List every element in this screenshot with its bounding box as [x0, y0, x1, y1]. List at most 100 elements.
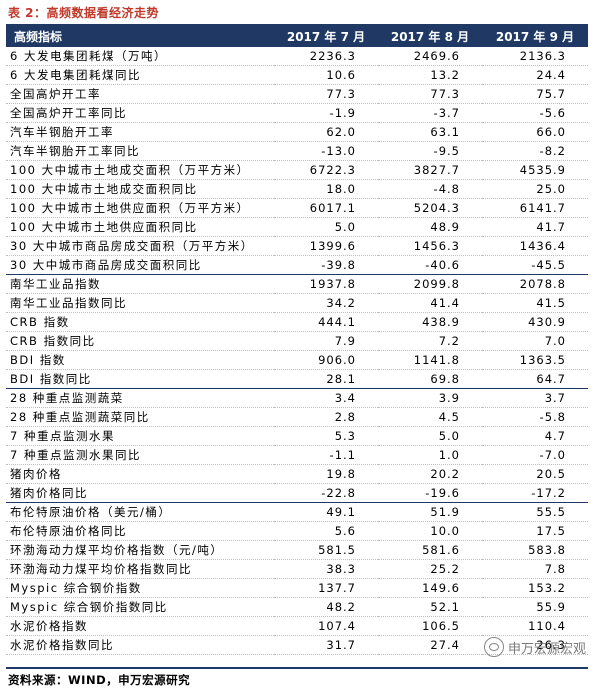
table-row: 环渤海动力煤平均价格指数同比 38.3 25.2 7.8	[6, 559, 588, 579]
indicator-name: Myspic 综合钢价指数同比	[6, 597, 274, 617]
table-row: 7 种重点监测水果 5.3 5.0 4.7	[6, 426, 588, 446]
indicator-name: 30 大中城市商品房成交面积（万平方米）	[6, 236, 274, 256]
table-row: 布伦特原油价格（美元/桶） 49.1 51.9 55.5	[6, 502, 588, 522]
value-sep-2017: 4535.9	[482, 160, 588, 180]
value-aug-2017: 1141.8	[378, 350, 482, 370]
value-jul-2017: 49.1	[274, 502, 378, 522]
value-sep-2017: 583.8	[482, 540, 588, 560]
value-jul-2017: 1937.8	[274, 274, 378, 294]
indicator-name: 南华工业品指数	[6, 274, 274, 294]
table-row: 30 大中城市商品房成交面积（万平方米） 1399.6 1456.3 1436.4	[6, 236, 588, 256]
indicator-name: 南华工业品指数同比	[6, 293, 274, 313]
table-row: 汽车半钢胎开工率同比 -13.0 -9.5 -8.2	[6, 141, 588, 161]
table-row: 环渤海动力煤平均价格指数（元/吨） 581.5 581.6 583.8	[6, 540, 588, 560]
value-jul-2017: 34.2	[274, 293, 378, 313]
table-row: 南华工业品指数同比 34.2 41.4 41.5	[6, 293, 588, 313]
value-aug-2017: 13.2	[378, 65, 482, 85]
indicator-name: 100 大中城市土地供应面积（万平方米）	[6, 198, 274, 218]
value-jul-2017: 28.1	[274, 369, 378, 389]
indicator-name: 环渤海动力煤平均价格指数（元/吨）	[6, 540, 274, 560]
value-sep-2017: -45.5	[482, 255, 588, 275]
indicator-name: 全国高炉开工率	[6, 84, 274, 104]
value-jul-2017: 7.9	[274, 331, 378, 351]
indicator-name: 7 种重点监测水果同比	[6, 445, 274, 465]
header-aug-2017: 2017 年 8 月	[378, 26, 482, 47]
value-aug-2017: 5.0	[378, 426, 482, 446]
value-jul-2017: 19.8	[274, 464, 378, 484]
indicator-name: 猪肉价格同比	[6, 483, 274, 503]
value-jul-2017: -13.0	[274, 141, 378, 161]
value-sep-2017: 1363.5	[482, 350, 588, 370]
table-row: 汽车半钢胎开工率 62.0 63.1 66.0	[6, 122, 588, 142]
table-row: 6 大发电集团耗煤（万吨） 2236.3 2469.6 2136.3	[6, 47, 588, 66]
value-sep-2017: 4.7	[482, 426, 588, 446]
table-row: 布伦特原油价格同比 5.6 10.0 17.5	[6, 521, 588, 541]
value-jul-2017: 3.4	[274, 388, 378, 408]
value-sep-2017: 7.8	[482, 559, 588, 579]
value-aug-2017: 106.5	[378, 616, 482, 636]
indicator-name: BDI 指数同比	[6, 369, 274, 389]
indicator-name: 28 种重点监测蔬菜	[6, 388, 274, 408]
value-aug-2017: 25.2	[378, 559, 482, 579]
indicator-name: 水泥价格指数同比	[6, 635, 274, 655]
value-sep-2017: 26.3	[482, 635, 588, 655]
value-jul-2017: 48.2	[274, 597, 378, 617]
value-aug-2017: 149.6	[378, 578, 482, 598]
watermark: 申万宏源宏观	[483, 637, 586, 657]
value-aug-2017: 41.4	[378, 293, 482, 313]
indicator-name: BDI 指数	[6, 350, 274, 370]
value-aug-2017: 69.8	[378, 369, 482, 389]
value-jul-2017: -39.8	[274, 255, 378, 275]
value-jul-2017: 107.4	[274, 616, 378, 636]
value-sep-2017: 110.4	[482, 616, 588, 636]
value-sep-2017: 7.0	[482, 331, 588, 351]
value-sep-2017: 25.0	[482, 179, 588, 199]
value-jul-2017: 5.6	[274, 521, 378, 541]
value-jul-2017: -1.9	[274, 103, 378, 123]
indicator-name: Myspic 综合钢价指数	[6, 578, 274, 598]
value-aug-2017: 1456.3	[378, 236, 482, 256]
indicator-name: CRB 指数同比	[6, 331, 274, 351]
value-sep-2017: 430.9	[482, 312, 588, 332]
value-aug-2017: 3.9	[378, 388, 482, 408]
value-jul-2017: 10.6	[274, 65, 378, 85]
value-aug-2017: 2469.6	[378, 47, 482, 66]
value-aug-2017: 4.5	[378, 407, 482, 427]
indicator-name: 100 大中城市土地成交面积同比	[6, 179, 274, 199]
indicator-name: 6 大发电集团耗煤（万吨）	[6, 47, 274, 66]
value-jul-2017: 137.7	[274, 578, 378, 598]
indicator-name: 28 种重点监测蔬菜同比	[6, 407, 274, 427]
table-row: 全国高炉开工率同比 -1.9 -3.7 -5.6	[6, 103, 588, 123]
value-aug-2017: 10.0	[378, 521, 482, 541]
table-row: 南华工业品指数 1937.8 2099.8 2078.8	[6, 274, 588, 294]
value-aug-2017: 581.6	[378, 540, 482, 560]
value-jul-2017: 6722.3	[274, 160, 378, 180]
source-note: 资料来源：WIND，申万宏源研究	[8, 673, 191, 687]
value-aug-2017: 2099.8	[378, 274, 482, 294]
table-caption: 表 2：高频数据看经济走势	[8, 6, 160, 20]
table-row: 水泥价格指数同比 31.7 27.4 26.3	[6, 635, 588, 655]
value-jul-2017: 77.3	[274, 84, 378, 104]
value-sep-2017: -7.0	[482, 445, 588, 465]
table-row: 28 种重点监测蔬菜同比 2.8 4.5 -5.8	[6, 407, 588, 427]
value-aug-2017: -19.6	[378, 483, 482, 503]
indicator-name: 100 大中城市土地成交面积（万平方米）	[6, 160, 274, 180]
value-aug-2017: -40.6	[378, 255, 482, 275]
value-sep-2017: 2078.8	[482, 274, 588, 294]
value-sep-2017: 55.5	[482, 502, 588, 522]
value-aug-2017: 3827.7	[378, 160, 482, 180]
value-jul-2017: 2236.3	[274, 47, 378, 66]
value-sep-2017: 66.0	[482, 122, 588, 142]
header-jul-2017: 2017 年 7 月	[274, 26, 378, 47]
bottom-rule	[6, 667, 588, 669]
value-sep-2017: 1436.4	[482, 236, 588, 256]
table-row: 6 大发电集团耗煤同比 10.6 13.2 24.4	[6, 65, 588, 85]
table-row: 100 大中城市土地供应面积同比 5.0 48.9 41.7	[6, 217, 588, 237]
value-sep-2017: 153.2	[482, 578, 588, 598]
indicator-name: 100 大中城市土地供应面积同比	[6, 217, 274, 237]
indicator-name: 布伦特原油价格同比	[6, 521, 274, 541]
value-sep-2017: -5.6	[482, 103, 588, 123]
indicator-name: 汽车半钢胎开工率	[6, 122, 274, 142]
value-sep-2017: 20.5	[482, 464, 588, 484]
table-row: 猪肉价格 19.8 20.2 20.5	[6, 464, 588, 484]
